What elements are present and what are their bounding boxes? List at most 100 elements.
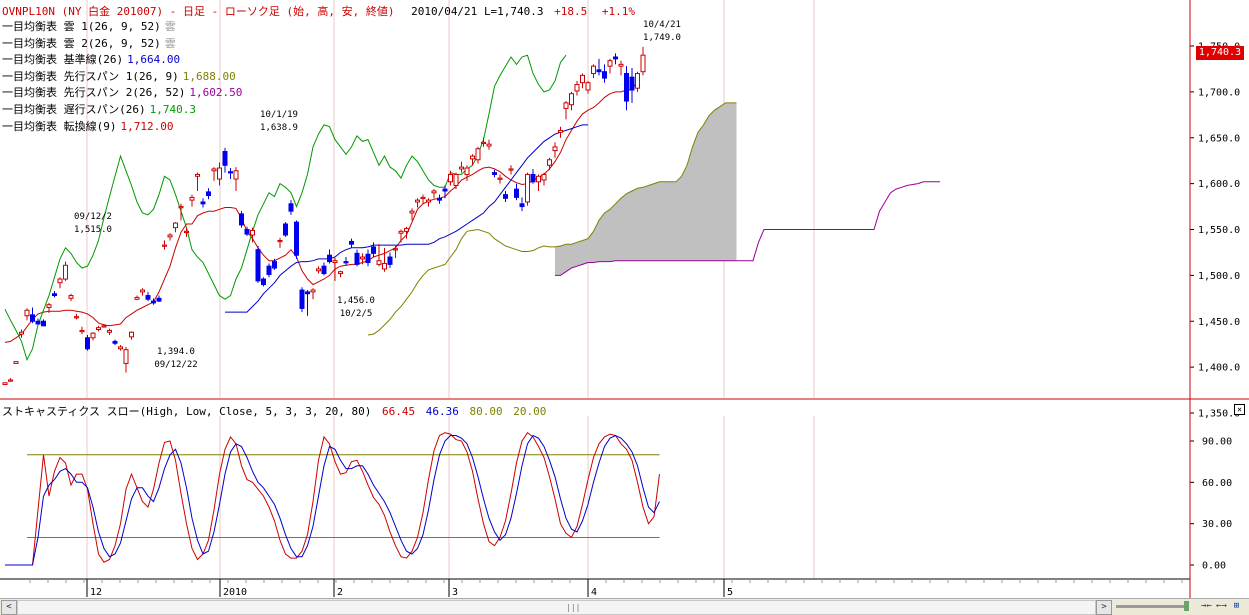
candle-body [426,199,431,203]
date-tick-label: 2 [337,587,343,598]
scroll-track[interactable]: ||| [17,600,1096,615]
legend-label: 一目均衡表 遅行スパン(26) [2,103,146,116]
candle-body [222,151,228,166]
legend-label: 一目均衡表 転換線(9) [2,119,117,133]
stochastic-tick-label: 60.00 [1202,478,1232,489]
legend-value: 1,712.00 [120,119,174,133]
horizontal-scrollbar[interactable]: < ||| > →← ←→ ⊞ [0,598,1249,615]
stochastic-line [5,431,660,566]
candle-body [178,206,184,209]
candle-body [574,84,580,92]
scroll-thumb[interactable]: ||| [566,603,581,612]
legend-value: 1,740.3 [149,103,197,116]
legend-label: 一目均衡表 雲 2(26, 9, 52) [2,36,161,50]
candle-body [211,168,217,172]
stochastics-plot: 0.00 30.00 60.00 90.00 [5,431,1232,572]
candle-body [63,264,68,280]
legend-value: 1,664.00 [127,53,181,67]
candle-body [123,349,129,364]
candle-body [393,248,398,251]
date-tick-label: 12 [90,587,102,598]
percent-change: +1.1% [601,5,636,18]
candle-body [266,265,272,275]
candle-body [332,260,338,264]
candle-body [52,293,57,297]
price-tick-label: 1,550.0 [1198,225,1240,236]
candle-body [327,254,332,263]
stochastics-d-value: 46.36 [425,405,459,418]
candle-body [96,327,101,331]
annotation-line-1: 09/12/2 [74,212,112,222]
legend-value: 1,688.00 [182,69,236,83]
candle-body [261,278,266,286]
candle-body [519,203,525,208]
candle-body [541,173,547,181]
candle-body [118,346,123,350]
candle-body [8,379,13,382]
candle-body [453,173,459,186]
candle-body [239,213,244,226]
legend-item: 一目均衡表 先行スパン 2(26, 52) 1,602.50 [2,85,242,102]
cloud-area [555,102,737,276]
candle-body [338,271,343,275]
candle-body [503,194,508,199]
annotation-line-2: 1,638.9 [260,123,298,133]
candle-body [250,229,255,236]
legend-label: 一目均衡表 雲 1(26, 9, 52) [2,20,161,33]
candle-body [442,188,448,192]
candle-body [470,155,475,160]
candle-body [162,244,167,247]
candle-body [134,296,140,300]
candle-body [635,73,640,89]
price-tick-label: 1,700.0 [1198,87,1240,98]
scroll-left-button[interactable]: < [1,600,17,615]
series-line [225,124,588,313]
date: 2010/04/21 [411,5,478,18]
legend-value: 1,602.50 [189,86,243,100]
candle-body [552,146,558,152]
candle-body [387,256,393,265]
stochastic-tick-label: 30.00 [1202,519,1232,530]
stochastics-upper-value: 80.00 [469,405,503,418]
candle-body [569,93,574,106]
candle-body [228,171,233,174]
legend-item: 一目均衡表 基準線(26) 1,664.00 [2,52,180,69]
candle-body [640,54,646,73]
candle-body [46,304,52,308]
candle-body [101,325,107,328]
stochastics-label: ストキャスティクス スロー(High, Low, Close, 5, 3, 3,… [2,405,372,418]
candle-body [459,166,464,170]
candle-body [415,199,420,203]
zoom-slider-knob[interactable] [1184,601,1189,611]
candle-body [536,175,541,183]
candle-body [613,56,618,60]
date-tick-label: 3 [452,587,458,598]
candle-body [525,173,530,203]
candle-body [24,309,30,317]
candle-body [305,291,310,295]
candle-body [299,289,305,309]
zoom-out-icon[interactable]: ←→ [1216,601,1227,611]
fit-icon[interactable]: ⊞ [1233,601,1240,611]
close-panel-icon[interactable]: × [1234,404,1245,415]
candle-body [607,60,613,67]
scroll-right-button[interactable]: > [1096,600,1112,615]
candle-body [13,361,19,364]
annotation-line-1: 1,394.0 [157,347,195,357]
legend-item: 一目均衡表 雲 1(26, 9, 52) 雲 [2,19,176,36]
legend-item: 一目均衡表 雲 2(26, 9, 52) 雲 [2,36,176,53]
chart-header: OVNPL10N (NY 白金 201007) - 日足 - ローソク足 (始,… [2,3,635,19]
candle-body [272,261,277,269]
zoom-in-icon[interactable]: →← [1201,601,1212,611]
zoom-slider-track[interactable] [1116,605,1186,608]
series-line [367,102,737,336]
stochastics-k-value: 66.45 [382,405,416,418]
candle-body [233,170,239,180]
candle-body [481,141,486,145]
candle-body [629,76,635,91]
candle-body [585,82,591,91]
candle-body [464,167,470,175]
candle-body [151,300,156,304]
candle-body [547,159,552,166]
